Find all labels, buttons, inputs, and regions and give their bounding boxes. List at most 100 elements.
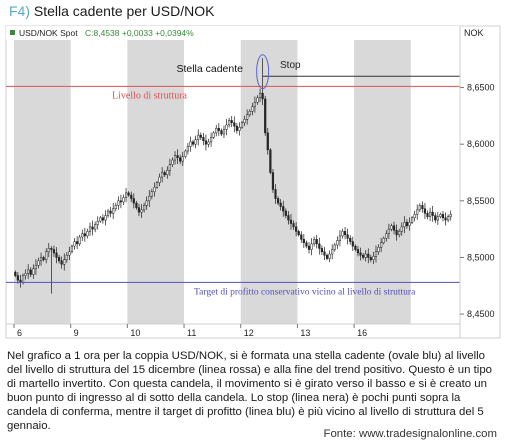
candle-body [431, 211, 434, 216]
candle-body [184, 150, 187, 157]
candle-body [140, 209, 143, 213]
candle [119, 194, 123, 209]
candle-body [73, 241, 76, 247]
x-axis: 6 9 10 11 12 13 16 [13, 324, 367, 338]
candle [63, 253, 66, 271]
candle-body [171, 159, 174, 165]
candle-body [295, 226, 298, 232]
candle-body [251, 106, 254, 112]
candle [307, 242, 311, 254]
candle-body [359, 252, 362, 256]
candle [364, 250, 367, 262]
candle [199, 132, 202, 141]
candle-body [153, 186, 156, 193]
candle-body [287, 215, 290, 221]
series-marker-icon [10, 30, 15, 35]
candle-body [29, 269, 32, 275]
candle [68, 246, 71, 261]
candle-body [137, 207, 141, 213]
candle [295, 221, 298, 237]
candle [50, 246, 53, 294]
y-tick-label: 8,5000 [467, 252, 495, 262]
candle [287, 211, 290, 225]
candle [194, 135, 197, 149]
candle-body [199, 134, 202, 138]
candle [176, 149, 179, 165]
session-band-16 [354, 26, 411, 324]
candle [207, 138, 210, 148]
candle-body [21, 275, 25, 283]
candle [52, 245, 56, 257]
candle [60, 256, 63, 269]
candle [225, 119, 228, 136]
candle [248, 109, 251, 117]
candle-body [168, 164, 171, 171]
candle [377, 244, 380, 255]
candle [197, 129, 200, 146]
candle [179, 154, 182, 165]
candle-body [78, 236, 81, 245]
candle [256, 95, 259, 105]
candle-body [447, 216, 450, 221]
candle [429, 207, 432, 222]
candle [45, 248, 48, 264]
x-tick-label: 9 [74, 328, 79, 338]
candle-body [101, 217, 104, 221]
candle [338, 230, 342, 247]
candle-body [109, 210, 112, 214]
candle [369, 254, 372, 263]
figure-title: F4) Stella cadente per USD/NOK [9, 3, 214, 19]
stop-label: Stop [280, 60, 301, 71]
x-tick-label: 12 [244, 328, 254, 338]
candle-body [202, 137, 205, 142]
candle [253, 96, 256, 113]
candle [390, 223, 393, 232]
figure-source: Fonte: www.tradesignalonline.com [323, 428, 497, 440]
quote-label: C:8,4538 +0,0033 +0,0394% [85, 28, 194, 38]
candle [410, 216, 414, 225]
candle [153, 182, 156, 197]
candle-body [310, 243, 313, 250]
candle [228, 117, 231, 128]
candle-body [68, 251, 71, 256]
candle [405, 219, 408, 229]
candle [217, 123, 220, 136]
candle-body [313, 239, 316, 245]
candle-body [161, 172, 164, 178]
candle-body [434, 215, 437, 221]
candle-body [235, 125, 238, 131]
candlestick-chart: USD/NOK Spot C:8,4538 +0,0033 +0,0394% N… [5, 25, 501, 339]
candle-body [117, 200, 120, 206]
candle [91, 220, 94, 236]
candle-body [81, 233, 84, 238]
candle-body [181, 156, 184, 162]
candle-body [166, 169, 169, 176]
candle [86, 228, 89, 239]
candle-body [392, 225, 396, 231]
candle-body [390, 225, 393, 230]
candle [104, 210, 107, 226]
candle [65, 252, 68, 263]
candle [279, 199, 282, 211]
candle [434, 212, 437, 224]
candle [220, 128, 223, 137]
x-tick-label: 10 [130, 328, 140, 338]
candle-body [377, 247, 380, 253]
candle [101, 214, 104, 224]
x-tick-label: 13 [300, 328, 310, 338]
candle-body [331, 249, 334, 255]
candle-body [240, 122, 244, 128]
candle [305, 240, 308, 249]
candle-body [271, 172, 275, 190]
candle-body [277, 198, 280, 204]
candle-body [372, 256, 375, 260]
candle-body [444, 217, 447, 221]
candle [186, 142, 189, 155]
candle-body [315, 239, 318, 245]
candle-body [323, 251, 326, 256]
candle-body [266, 132, 269, 151]
candle [271, 168, 275, 194]
candle [210, 132, 213, 147]
candle [143, 202, 146, 213]
candle [351, 236, 354, 251]
